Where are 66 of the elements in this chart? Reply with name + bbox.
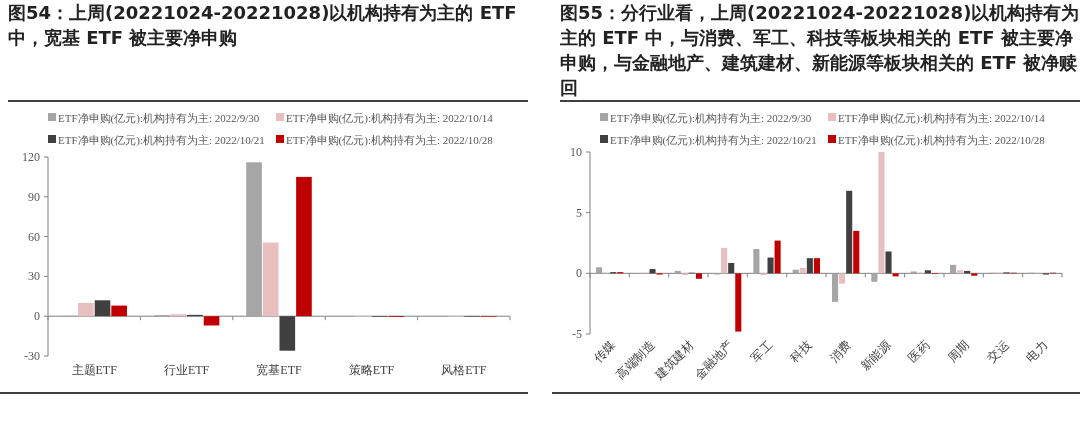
- bar: [832, 273, 839, 302]
- bar: [767, 257, 774, 274]
- bar: [924, 270, 931, 274]
- bar: [753, 249, 760, 274]
- x-tick-label: 行业ETF: [163, 363, 210, 377]
- legend-label: ETF净申购(亿元):机构持有为主: 2022/10/21: [610, 134, 817, 147]
- y-tick-label: 90: [28, 189, 40, 204]
- bar: [279, 316, 296, 351]
- bar: [971, 273, 978, 276]
- bar: [735, 273, 742, 332]
- bar: [885, 251, 892, 274]
- legend-label: ETF净申购(亿元):机构持有为主: 2022/10/14: [286, 112, 494, 125]
- x-tick-label: 科技: [787, 338, 815, 366]
- legend-label: ETF净申购(亿元):机构持有为主: 2022/10/21: [58, 134, 265, 147]
- bar: [950, 264, 957, 274]
- x-tick-label: 新能源: [857, 338, 894, 374]
- chart-title: 图55：分行业看，上周(20221024-20221028)以机构持有为主的 ETF 中，与消费、军工、科技等板块相关的 ETF 被主要净申购，与金融地产、建筑建材、新能源等板块相关的 ETF 被净赎回: [560, 0, 1080, 102]
- y-tick-label: 60: [28, 229, 40, 244]
- bar: [203, 316, 220, 326]
- legend-label: ETF净申购(亿元):机构持有为主: 2022/9/30: [58, 112, 260, 125]
- bar: [728, 263, 735, 274]
- x-tick-label: 传媒: [590, 338, 618, 366]
- bar: [78, 302, 94, 317]
- x-tick-label: 宽基ETF: [256, 363, 302, 377]
- bar: [246, 162, 262, 317]
- bar: [846, 190, 853, 274]
- bar: [94, 300, 111, 317]
- bar: [774, 240, 781, 274]
- x-tick-label: 风格ETF: [441, 363, 487, 377]
- y-tick-label: 0: [34, 309, 40, 324]
- y-tick-label: 5: [576, 205, 582, 220]
- bar: [871, 273, 878, 282]
- bar: [296, 176, 312, 317]
- chart-title: 图54：上周(20221024-20221028)以机构持有为主的 ETF 中，宽基 ETF 被主要净申购: [8, 0, 528, 102]
- bar: [806, 258, 813, 274]
- x-tick-label: 军工: [748, 338, 776, 366]
- bar: [695, 273, 702, 279]
- bar: [878, 152, 885, 274]
- x-tick-label: 消费: [826, 338, 854, 366]
- legend-label: ETF净申购(亿元):机构持有为主: 2022/9/30: [610, 112, 812, 125]
- legend-label: ETF净申购(亿元):机构持有为主: 2022/10/14: [838, 112, 1046, 125]
- bar: [721, 247, 728, 274]
- x-tick-label: 周期: [944, 338, 972, 366]
- bar: [957, 270, 964, 274]
- x-tick-label: 主题ETF: [71, 363, 118, 377]
- legend-label: ETF净申购(亿元):机构持有为主: 2022/10/28: [838, 134, 1046, 147]
- x-tick-label: 交运: [984, 338, 1012, 366]
- bar: [853, 230, 860, 274]
- y-tick-label: 0: [576, 266, 582, 281]
- bar: [596, 267, 603, 274]
- bar: [813, 258, 820, 274]
- y-tick-label: 30: [28, 269, 40, 284]
- legend-label: ETF净申购(亿元):机构持有为主: 2022/10/28: [286, 134, 494, 147]
- bar: [799, 267, 806, 274]
- x-tick-label: 策略ETF: [348, 363, 395, 377]
- bar: [111, 305, 127, 317]
- bar: [262, 242, 279, 317]
- y-tick-label: 10: [570, 145, 582, 159]
- bar: [649, 269, 656, 274]
- y-tick-label: -30: [24, 349, 40, 363]
- x-tick-label: 电力: [1023, 338, 1051, 366]
- x-tick-label: 医药: [905, 338, 933, 366]
- bar: [892, 273, 899, 277]
- y-tick-label: -5: [572, 327, 582, 341]
- bar: [839, 273, 846, 284]
- y-tick-label: 120: [22, 150, 40, 164]
